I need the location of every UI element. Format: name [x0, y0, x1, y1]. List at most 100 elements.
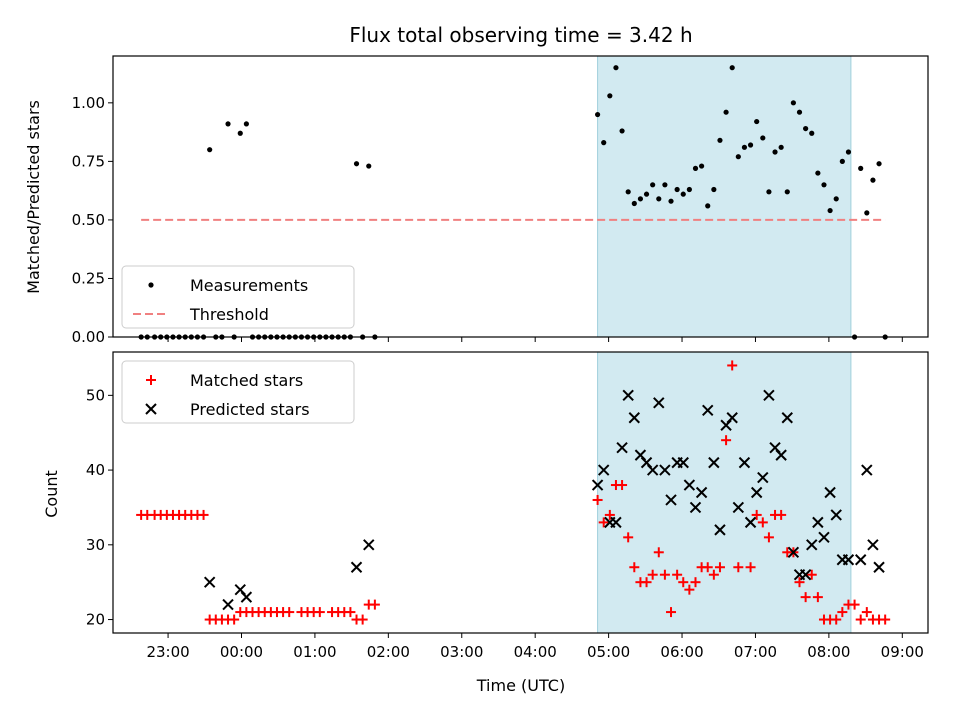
bottom-matched-stars-point [357, 614, 368, 625]
bottom-predicted-stars-point [726, 412, 738, 424]
top-measurements-point [735, 154, 741, 160]
top-highlight-span [597, 55, 852, 338]
top-measurements-point [809, 130, 815, 136]
bottom-matched-stars-point [623, 532, 634, 543]
bottom-matched-stars-point [721, 435, 732, 446]
bottom-matched-stars-point [745, 562, 756, 573]
bottom-legend-predicted-swatch [145, 403, 157, 415]
top-measurements-point [680, 191, 686, 197]
bottom-x-tick-label: 01:00 [293, 643, 336, 661]
top-measurements-point [631, 200, 637, 207]
bottom-matched-stars-point [314, 607, 325, 618]
top-plot-area: 0.00 0.25 0.50 0.75 1.00 Measurements Threshol… [72, 55, 929, 346]
bottom-plot-area: 20 30 40 50 23:00 00:00 01:00 02:00 03:00 04:00 05… [86, 351, 929, 661]
top-measurements-point [705, 203, 711, 209]
bottom-matched-stars-point [284, 607, 295, 618]
bottom-legend: Matched stars Predicted stars [121, 360, 355, 424]
top-y-tick-label: 0.00 [72, 328, 105, 346]
bottom-y-tick-label: 20 [86, 611, 105, 629]
bottom-predicted-stars-point [787, 546, 800, 558]
top-measurements-point [607, 93, 613, 99]
bottom-matched-stars-point [666, 607, 677, 618]
top-measurements-point [353, 161, 360, 167]
top-legend: Measurements Threshold [121, 265, 355, 329]
top-measurements-point [723, 109, 729, 115]
top-measurements-point [613, 65, 619, 71]
top-measurements-point [237, 130, 243, 136]
top-measurements-point [796, 109, 803, 115]
bottom-matched-stars-point [714, 562, 725, 573]
top-measurements-point [833, 196, 839, 202]
top-measurements-point [366, 163, 372, 169]
bottom-matched-stars-point [592, 494, 603, 505]
bottom-matched-stars-point [198, 509, 209, 520]
bottom-x-tick-label: 05:00 [587, 643, 630, 661]
bottom-x-tick-label: 09:00 [881, 643, 924, 661]
bottom-predicted-stars-point [683, 479, 696, 491]
top-measurements-point [827, 207, 833, 214]
bottom-matched-stars-point [880, 614, 891, 625]
bottom-y-tick-label: 30 [86, 536, 105, 554]
bottom-predicted-stars-point [861, 464, 873, 476]
bottom-legend-box [121, 360, 355, 424]
bottom-predicted-stars-point [350, 561, 363, 573]
bottom-x-tick-label: 06:00 [660, 643, 703, 661]
bottom-predicted-stars-point [695, 486, 708, 499]
bottom-y-axis-label: Count [42, 470, 61, 518]
bottom-matched-stars-point [812, 592, 823, 603]
bottom-predicted-stars-point [659, 464, 671, 476]
bottom-matched-stars-point [806, 569, 817, 580]
top-y-axis-label: Matched/Predicted stars [24, 100, 43, 294]
bottom-predicted-stars-point [646, 464, 659, 476]
top-y-tick-label: 0.50 [72, 211, 105, 229]
bottom-predicted-stars-point [689, 501, 702, 514]
top-measurements-point [803, 125, 809, 132]
top-measurements-point [594, 111, 601, 118]
top-measurements-point [876, 161, 882, 167]
bottom-predicted-stars-point [240, 591, 253, 603]
top-measurements-point [699, 163, 705, 169]
bottom-predicted-stars-point [757, 471, 769, 484]
top-measurements-point [643, 191, 650, 197]
bottom-predicted-stars-point [824, 486, 836, 499]
bottom-matched-stars-point [757, 517, 768, 528]
chart-title: Flux total observing time = 3.42 h [349, 23, 692, 47]
top-legend-measurements-swatch [148, 282, 154, 288]
bottom-x-tick-label: 02:00 [367, 643, 410, 661]
bottom-matched-stars-point [659, 569, 670, 580]
bottom-matched-stars-point [708, 569, 719, 580]
top-measurements-point [662, 182, 668, 188]
bottom-matched-stars-point [702, 562, 713, 573]
top-measurements-point [625, 189, 631, 195]
bottom-matched-stars-point [727, 360, 738, 371]
bottom-y-tick-label: 40 [86, 461, 105, 479]
top-measurements-point [668, 198, 674, 204]
bottom-predicted-stars-point [363, 539, 375, 551]
bottom-predicted-stars-point [222, 598, 234, 611]
top-measurements-point [772, 149, 778, 155]
bottom-matched-stars-point [831, 614, 842, 625]
bottom-predicted-stars-point [867, 539, 879, 551]
bottom-predicted-stars-point [799, 569, 812, 581]
bottom-predicted-stars-point [677, 456, 689, 469]
bottom-predicted-stars-point [812, 516, 824, 529]
bottom-matched-stars-point [641, 577, 652, 588]
bottom-predicted-stars-point [598, 464, 610, 476]
bottom-matched-stars-point [690, 577, 701, 588]
bottom-predicted-stars-point [873, 561, 885, 573]
top-measurements-point [656, 196, 662, 202]
bottom-plot-frame [112, 351, 929, 634]
top-y-tick-label: 0.75 [72, 152, 105, 170]
top-measurements-point [637, 196, 644, 202]
top-legend-label: Threshold [189, 305, 269, 324]
bottom-matched-stars-point [647, 569, 658, 580]
bottom-predicted-stars-point [781, 412, 793, 424]
bottom-predicted-stars-point [738, 456, 751, 469]
top-measurements-point [601, 140, 607, 146]
x-axis-label: Time (UTC) [476, 676, 565, 695]
bottom-predicted-stars-point [854, 554, 867, 566]
top-measurements-point [741, 144, 748, 150]
bottom-matched-stars-point [849, 599, 860, 610]
bottom-predicted-stars-point [622, 389, 634, 402]
